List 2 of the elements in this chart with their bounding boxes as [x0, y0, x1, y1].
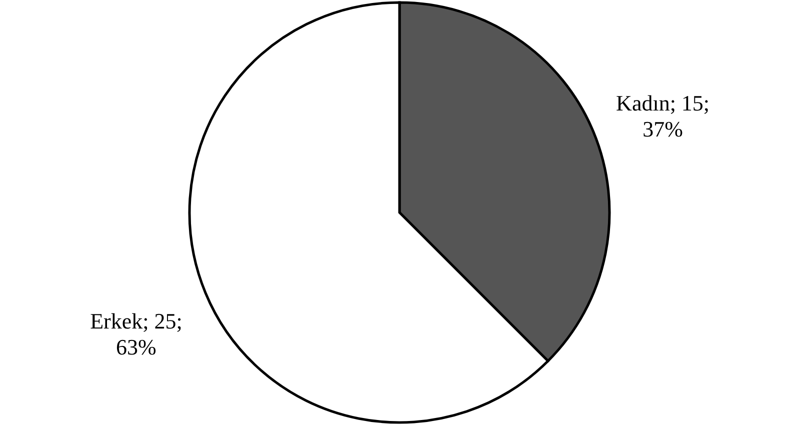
slice-label: Kadın; 15; 37% [616, 90, 710, 142]
slice-label: Erkek; 25; 63% [90, 308, 182, 360]
